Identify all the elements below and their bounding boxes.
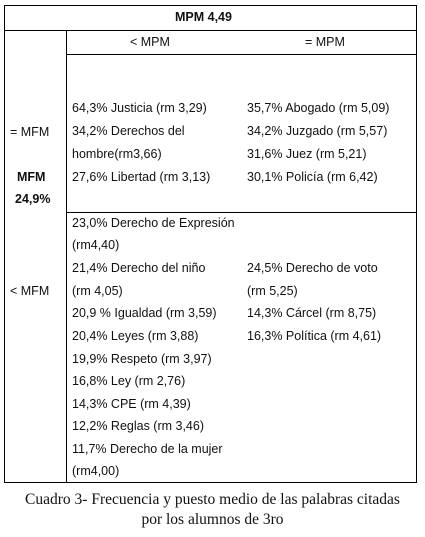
cell-line: 27,6% Libertad (rm 3,13) [72,170,211,184]
table-frame [4,5,417,483]
cell-line: 12,2% Reglas (rm 3,46) [72,419,205,433]
table-caption-line1: Cuadro 3- Frecuencia y puesto medio de l… [25,491,400,508]
cell-line: hombre(rm3,66) [72,147,162,161]
cell-line: 31,6% Juez (rm 5,21) [247,147,367,161]
column-header-less: < MPM [130,35,170,49]
cell-line: (rm4,40) [72,238,120,252]
table-title: MPM 4,49 [175,10,232,24]
row-label-less-mfm: < MFM [10,284,50,298]
cell-line: 21,4% Derecho del niño [72,261,206,275]
mfm-value: 24,9% [15,192,51,206]
cell-line: 19,9% Respeto (rm 3,97) [72,352,212,366]
cell-line: 35,7% Abogado (rm 5,09) [247,101,390,115]
column-header-equal: = MPM [305,35,345,49]
cell-line: 64,3% Justicia (rm 3,29) [72,101,207,115]
cell-line: 14,3% CPE (rm 4,39) [72,397,191,411]
cell-line: 16,3% Política (rm 4,61) [247,329,382,343]
cell-line: 34,2% Derechos del [72,124,185,138]
cell-line: (rm 4,05) [72,284,123,298]
row-label-equal-mfm: = MFM [10,125,50,139]
title-rule [4,30,417,31]
cell-line: 30,1% Policía (rm 6,42) [247,170,378,184]
header-rule [66,54,417,55]
cell-line: 24,5% Derecho de voto [247,261,378,275]
table-caption-line2: por los alumnos de 3ro [141,511,284,528]
cell-line: (rm 5,25) [247,284,298,298]
mfm-label: MFM [17,170,46,184]
section-rule [66,212,417,213]
cell-line: 20,4% Leyes (rm 3,88) [72,329,199,343]
cell-line: 23,0% Derecho de Expresión [72,216,235,230]
cell-line: 34,2% Juzgado (rm 5,57) [247,124,388,138]
cell-line: 14,3% Cárcel (rm 8,75) [247,306,377,320]
cell-line: 11,7% Derecho de la mujer [72,442,223,456]
cell-line: 20,9 % Igualdad (rm 3,59) [72,306,217,320]
column-divider [66,30,67,483]
cell-line: (rm4,00) [72,464,120,478]
cell-line: 16,8% Ley (rm 2,76) [72,374,186,388]
